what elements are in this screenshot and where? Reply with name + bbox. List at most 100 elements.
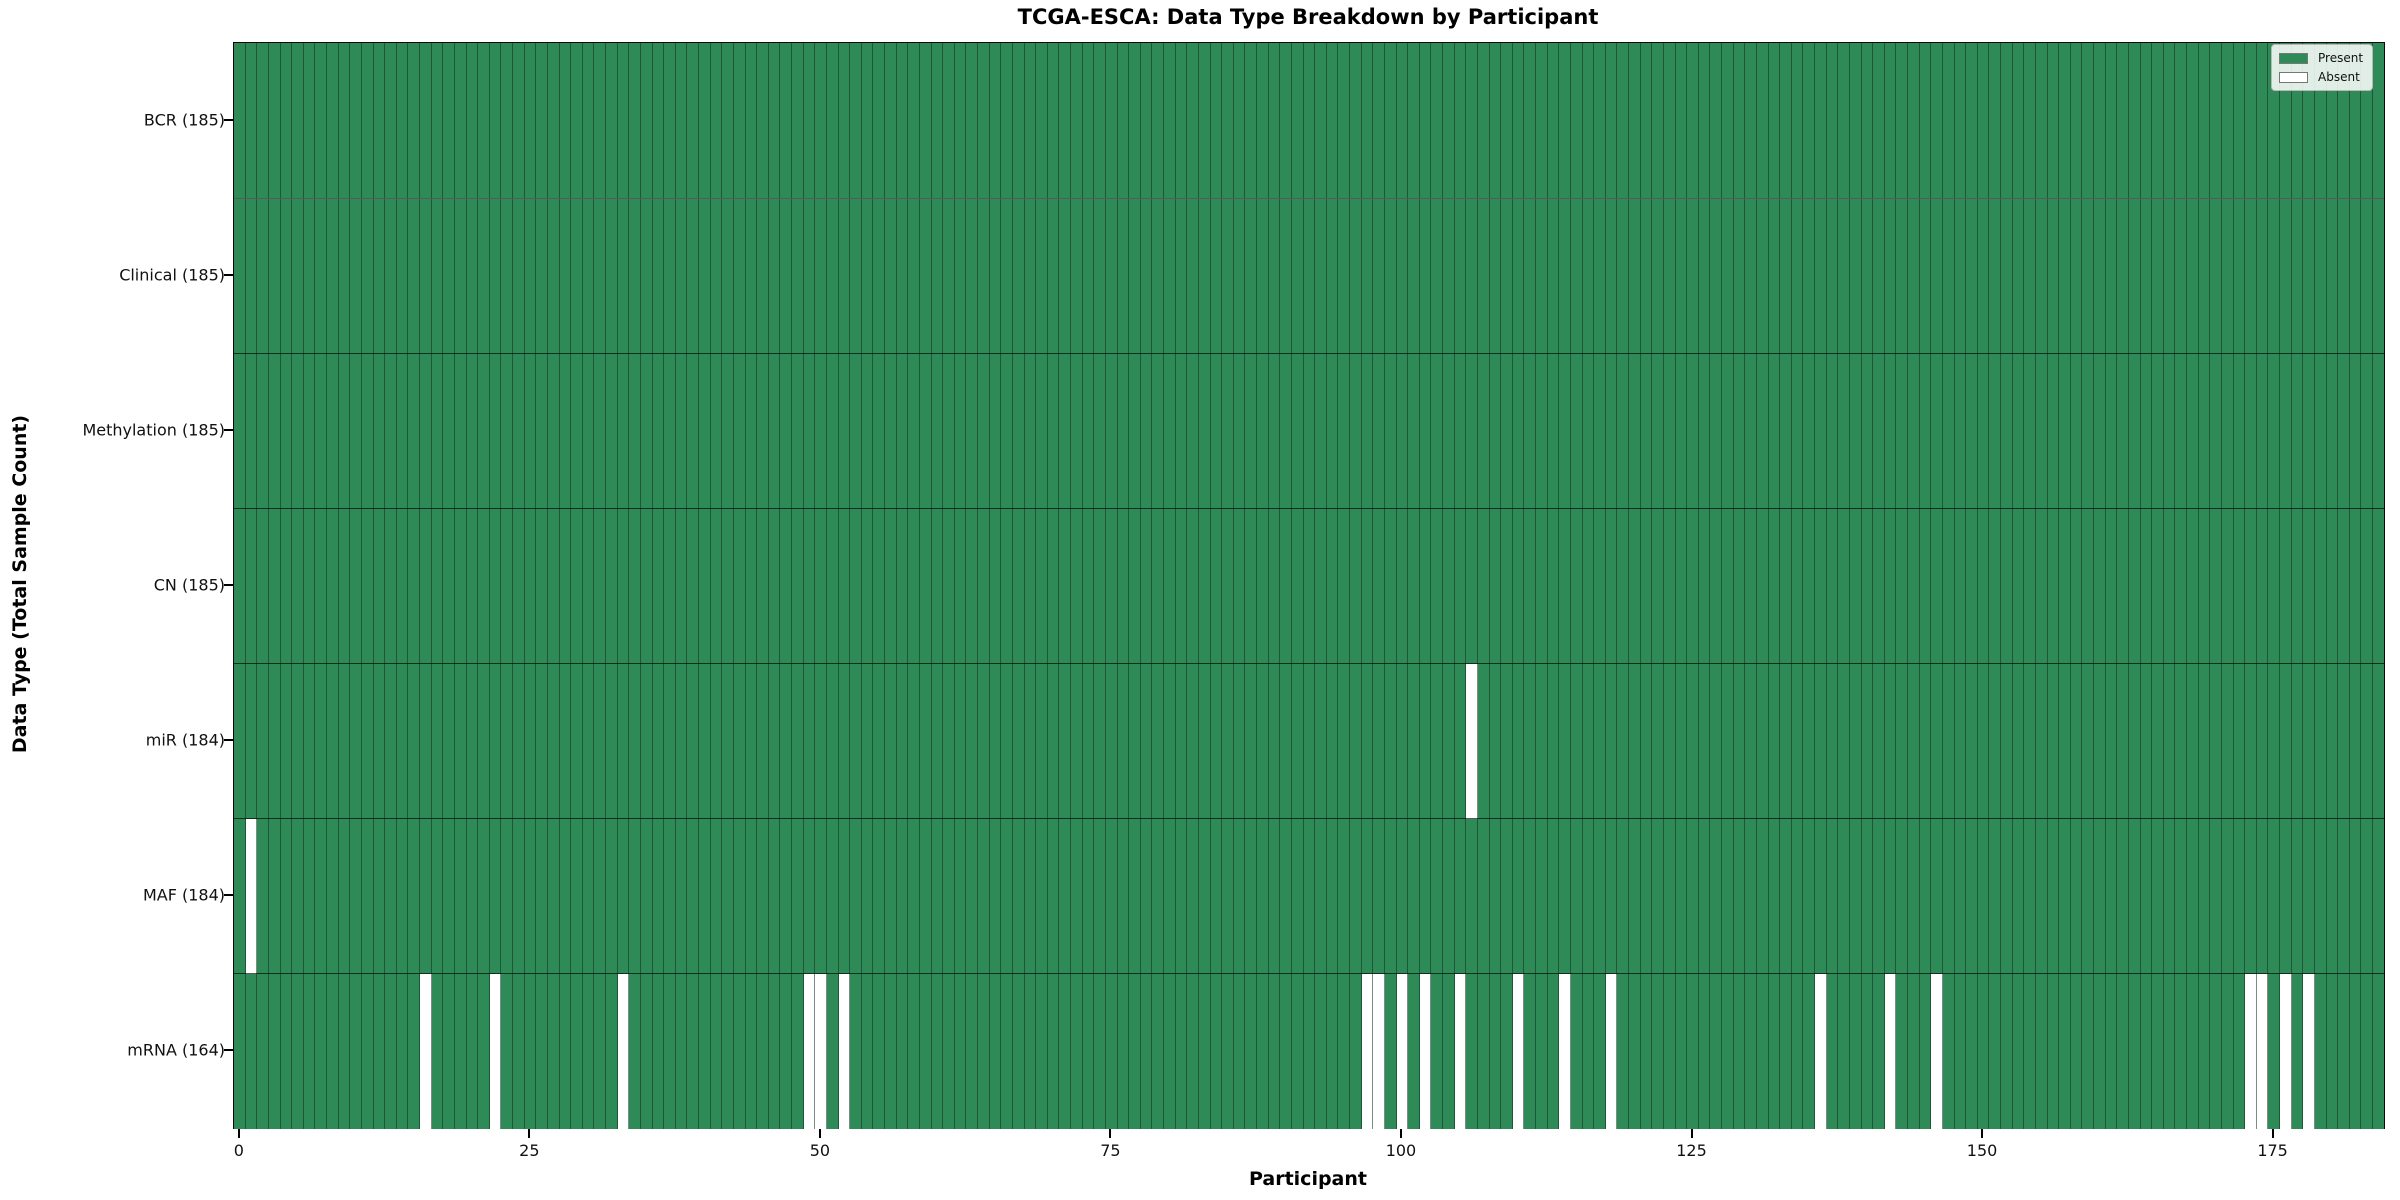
heatmap-cell [989,43,1002,198]
heatmap-cell [850,819,862,974]
heatmap-cell [396,43,409,198]
heatmap-cell [1815,354,1827,509]
heatmap-cell [268,354,281,509]
heatmap-cell [1512,354,1525,509]
heatmap-cell [1849,199,1862,354]
heatmap-cell [2314,43,2327,198]
heatmap-cell [408,974,420,1129]
heatmap-cell [1466,43,1478,198]
heatmap-cell [1222,354,1234,509]
heatmap-cell [559,664,572,819]
heatmap-cell [1187,199,1199,354]
heatmap-cell [954,664,967,819]
heatmap-cell [2349,199,2362,354]
heatmap-cell [733,819,746,974]
heatmap-cell [1198,974,1211,1129]
heatmap-cell [1454,354,1467,509]
heatmap-cell [2035,974,2048,1129]
heatmap-cell [1547,199,1560,354]
heatmap-cell [2094,664,2106,819]
heatmap-cell [536,354,548,509]
heatmap-cell [1838,43,1850,198]
heatmap-cell [1047,43,1060,198]
heatmap-cell [1454,509,1467,664]
heatmap-cell [1815,664,1827,819]
y-tick-label-bcr: BCR (185) [143,110,225,129]
heatmap-cell [873,974,885,1129]
heatmap-cell [1001,199,1013,354]
heatmap-cell [338,664,351,819]
heatmap-cell [2024,43,2036,198]
heatmap-cell [1524,199,1536,354]
heatmap-cell [2001,43,2013,198]
heatmap-cell [1129,974,1141,1129]
heatmap-cell [722,354,734,509]
heatmap-cell [1826,819,1839,974]
heatmap-cell [536,199,548,354]
heatmap-cell [1919,43,1932,198]
heatmap-cell [2233,509,2246,664]
heatmap-cell [2349,974,2362,1129]
heatmap-cell [1570,354,1583,509]
heatmap-cell [1652,819,1664,974]
heatmap-cell [861,974,874,1129]
heatmap-cell [571,354,583,509]
heatmap-cell [1966,199,1978,354]
heatmap-cell [1826,509,1839,664]
heatmap-cell [710,354,723,509]
heatmap-cell [373,509,386,664]
heatmap-cell [2035,819,2048,974]
heatmap-cell [1908,974,1920,1129]
heatmap-cell [280,43,293,198]
heatmap-cell [257,43,269,198]
heatmap-cell [501,199,513,354]
heatmap-cell [722,509,734,664]
heatmap-cell [1617,43,1629,198]
heatmap-cell [1722,974,1734,1129]
heatmap-cell [1605,354,1618,509]
heatmap-cell [385,354,397,509]
heatmap-cell [2024,509,2036,664]
heatmap-cell [1094,199,1106,354]
heatmap-cell [2187,509,2199,664]
heatmap-cell [1419,199,1432,354]
heatmap-cell [1233,974,1246,1129]
heatmap-cell [2303,819,2315,974]
heatmap-cell [1791,509,1804,664]
heatmap-cell [292,664,304,819]
heatmap-cell [699,664,711,819]
heatmap-cell [2280,354,2292,509]
heatmap-cell [1280,664,1292,819]
heatmap-cell [1733,199,1746,354]
heatmap-cell [943,354,955,509]
heatmap-cell [1698,43,1711,198]
heatmap-cell [978,354,990,509]
heatmap-cell [1315,199,1327,354]
heatmap-cell [1896,354,1908,509]
heatmap-cell [1012,819,1025,974]
heatmap-cell [1047,509,1060,664]
heatmap-cell [2291,354,2304,509]
heatmap-cell [1942,43,1955,198]
heatmap-cell [1791,819,1804,974]
heatmap-cell [594,819,606,974]
heatmap-cell [1001,819,1013,974]
heatmap-cell [396,354,409,509]
heatmap-cell [2314,819,2327,974]
heatmap-cell [1222,199,1234,354]
heatmap-cell [408,819,420,974]
heatmap-cell [1477,199,1490,354]
heatmap-cell [1640,199,1653,354]
heatmap-cell [350,664,362,819]
heatmap-cell [338,819,351,974]
heatmap-cell [861,199,874,354]
heatmap-cell [2326,354,2339,509]
heatmap-cell [245,354,258,509]
heatmap-cell [885,509,897,664]
heatmap-cell [1384,509,1397,664]
heatmap-cell [1861,664,1874,819]
heatmap-cell [1443,819,1455,974]
heatmap-cell [1303,819,1316,974]
heatmap-cell [1036,819,1048,974]
heatmap-cell [1036,664,1048,819]
